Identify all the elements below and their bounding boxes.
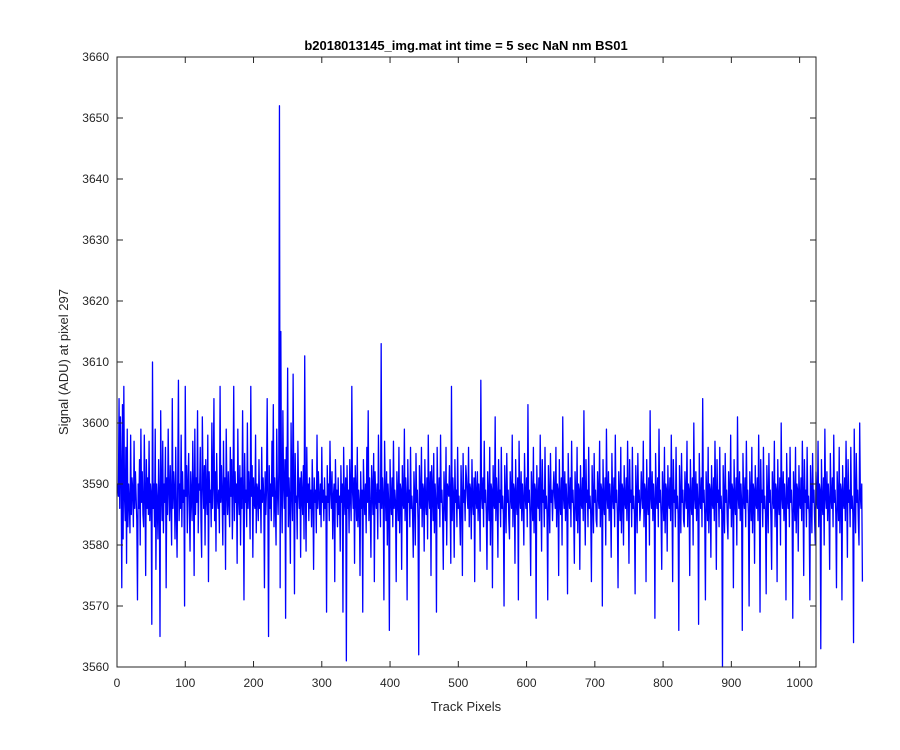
x-tick-label: 700: [585, 676, 605, 690]
y-tick-label: 3610: [82, 355, 109, 369]
x-tick-label: 0: [114, 676, 121, 690]
y-tick-label: 3580: [82, 538, 109, 552]
y-tick-label: 3630: [82, 233, 109, 247]
x-tick-label: 400: [380, 676, 400, 690]
chart-title: b2018013145_img.mat int time = 5 sec NaN…: [304, 38, 627, 53]
x-tick-label: 300: [312, 676, 332, 690]
y-tick-label: 3570: [82, 599, 109, 613]
x-tick-label: 100: [175, 676, 195, 690]
x-tick-label: 200: [244, 676, 264, 690]
series-layer: [117, 105, 864, 668]
y-tick-label: 3600: [82, 416, 109, 430]
x-tick-label: 1000: [786, 676, 813, 690]
series-line-0: [117, 105, 864, 668]
y-axis-label: Signal (ADU) at pixel 297: [56, 289, 71, 435]
x-tick-label: 900: [721, 676, 741, 690]
x-tick-label: 600: [517, 676, 537, 690]
x-axis-ticks: 0 100 200 300 400 500 600 700 800 900 1000: [114, 57, 813, 690]
y-tick-label: 3560: [82, 660, 109, 674]
x-tick-label: 800: [653, 676, 673, 690]
y-tick-label: 3590: [82, 477, 109, 491]
x-axis-label: Track Pixels: [431, 699, 502, 714]
y-tick-label: 3650: [82, 111, 109, 125]
y-tick-label: 3620: [82, 294, 109, 308]
y-tick-label: 3640: [82, 172, 109, 186]
y-tick-label: 3660: [82, 50, 109, 64]
plot-area: [117, 57, 816, 667]
y-axis-ticks: 3560 3570 3580 3590 3600 3610 3620 3630 3640 3650…: [82, 50, 816, 674]
x-tick-label: 500: [448, 676, 468, 690]
